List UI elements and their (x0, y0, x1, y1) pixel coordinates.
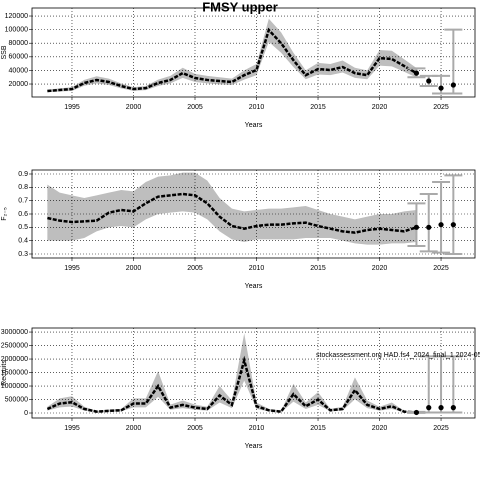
y-tick-label: 0.6 (18, 211, 28, 218)
forecast-point (450, 82, 456, 88)
x-tick-label: 2015 (310, 265, 326, 272)
forecast-point (413, 409, 420, 416)
median-line (46, 355, 417, 414)
forecast-point (426, 224, 432, 230)
y-tick-label: 0.5 (18, 224, 28, 231)
y-tick-label: 40000 (9, 67, 29, 74)
confidence-band (47, 18, 417, 93)
y-tick-label: 100000 (5, 26, 28, 33)
y-tick-label: 0.4 (18, 238, 28, 245)
forecast-point (438, 405, 444, 411)
x-axis-label: Years (245, 443, 263, 450)
chart-title: FMSY upper (202, 0, 278, 14)
x-tick-label: 2010 (249, 104, 265, 111)
x-tick-label: 2020 (372, 425, 388, 432)
y-tick-label: 120000 (5, 13, 28, 20)
forecast-point (450, 405, 456, 411)
median-line (47, 192, 417, 234)
y-tick-label: 0.8 (18, 184, 28, 191)
median-line (47, 27, 418, 93)
forecast-point (426, 78, 432, 84)
y-tick-label: 80000 (9, 40, 29, 47)
x-tick-label: 2015 (310, 425, 326, 432)
forecast-point (450, 222, 456, 228)
y-tick-label: 500000 (5, 396, 28, 403)
y-axis-label: Recruits (1, 360, 8, 386)
x-tick-label: 2000 (126, 425, 142, 432)
x-tick-label: 2005 (187, 265, 203, 272)
y-tick-label: 0.3 (18, 251, 28, 258)
x-tick-label: 2000 (126, 104, 142, 111)
x-tick-label: 2020 (372, 104, 388, 111)
forecast-point (438, 85, 444, 91)
y-tick-label: 3000000 (1, 329, 28, 336)
x-axis-label: Years (245, 283, 263, 290)
y-tick-label: 2500000 (1, 342, 28, 349)
y-tick-label: 20000 (9, 81, 29, 88)
forecast-point (438, 222, 444, 228)
x-tick-label: 1995 (64, 425, 80, 432)
y-tick-label: 0 (24, 410, 28, 417)
plot-frame (31, 7, 476, 98)
forecast-point (413, 224, 420, 230)
x-tick-label: 2025 (433, 265, 449, 272)
y-tick-label: 0.9 (18, 171, 28, 178)
x-tick-label: 2010 (249, 425, 265, 432)
x-tick-label: 2015 (310, 104, 326, 111)
x-tick-label: 2025 (433, 425, 449, 432)
x-tick-label: 2010 (249, 265, 265, 272)
x-tick-label: 2005 (187, 104, 203, 111)
y-axis-label: SSB (1, 45, 8, 59)
x-tick-label: 2020 (372, 265, 388, 272)
x-tick-label: 2005 (187, 425, 203, 432)
plot-frame (31, 327, 476, 419)
confidence-band (47, 172, 417, 245)
y-axis-label: F₂₋₅ (1, 207, 8, 221)
y-tick-label: 2000000 (1, 356, 28, 363)
y-tick-label: 1500000 (1, 369, 28, 376)
y-tick-label: 60000 (9, 54, 29, 61)
x-tick-label: 1995 (64, 265, 80, 272)
forecast-point (426, 405, 432, 411)
x-tick-label: 2025 (433, 104, 449, 111)
plot-frame (31, 169, 476, 259)
forecast-point (413, 70, 420, 76)
y-tick-label: 0.7 (18, 198, 28, 205)
x-tick-label: 1995 (64, 104, 80, 111)
x-tick-label: 2000 (126, 265, 142, 272)
x-axis-label: Years (245, 122, 263, 129)
annotation: stockassessment.org HAD.fs4_2024_final_1… (316, 352, 480, 359)
y-tick-label: 1000000 (1, 383, 28, 390)
